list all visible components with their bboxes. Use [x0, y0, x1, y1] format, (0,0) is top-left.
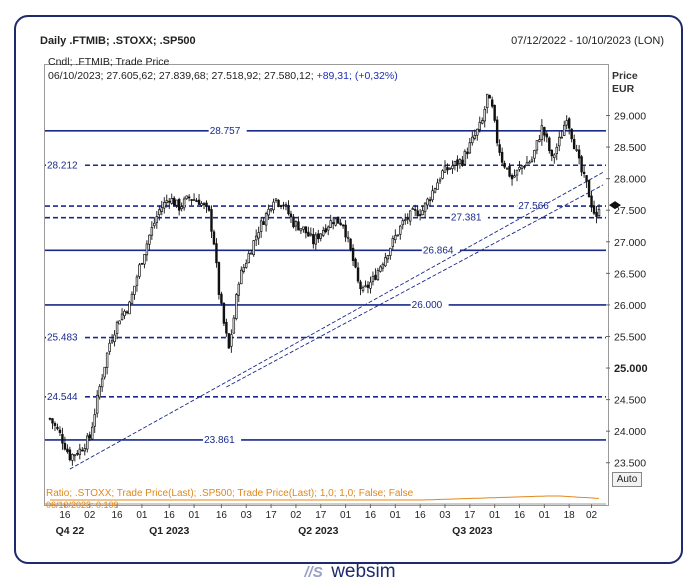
ratio-legend: Ratio; .STOXX; Trade Price(Last); .SP500…	[46, 488, 414, 499]
websim-logo: //S websim	[0, 561, 700, 583]
ohlc-values: 06/10/2023; 27.605,62; 27.839,68; 27.518…	[48, 70, 314, 82]
info-box: Cndl; .FTMIB; Trade Price 06/10/2023; 27…	[48, 55, 398, 83]
price-change: +89,31; (+0,32%)	[316, 70, 398, 82]
ratio-value: 06/10/2023; 0,109	[46, 500, 119, 508]
websim-logo-text: websim	[331, 561, 396, 582]
chart-title: Daily .FTMIB; .STOXX; .SP500	[40, 35, 196, 47]
auto-scale-button[interactable]: Auto	[612, 472, 642, 487]
price-axis-title: Price EUR	[612, 70, 638, 96]
ohlc-readout: 06/10/2023; 27.605,62; 27.839,68; 27.518…	[48, 69, 398, 83]
series-name: Cndl; .FTMIB; Trade Price	[48, 56, 170, 68]
price-axis-label: Price	[612, 70, 638, 82]
plot-area[interactable]	[44, 64, 609, 506]
websim-logo-icon: //S	[304, 563, 323, 581]
price-axis-unit: EUR	[612, 83, 635, 95]
date-range: 07/12/2022 - 10/10/2023 (LON)	[511, 35, 664, 47]
